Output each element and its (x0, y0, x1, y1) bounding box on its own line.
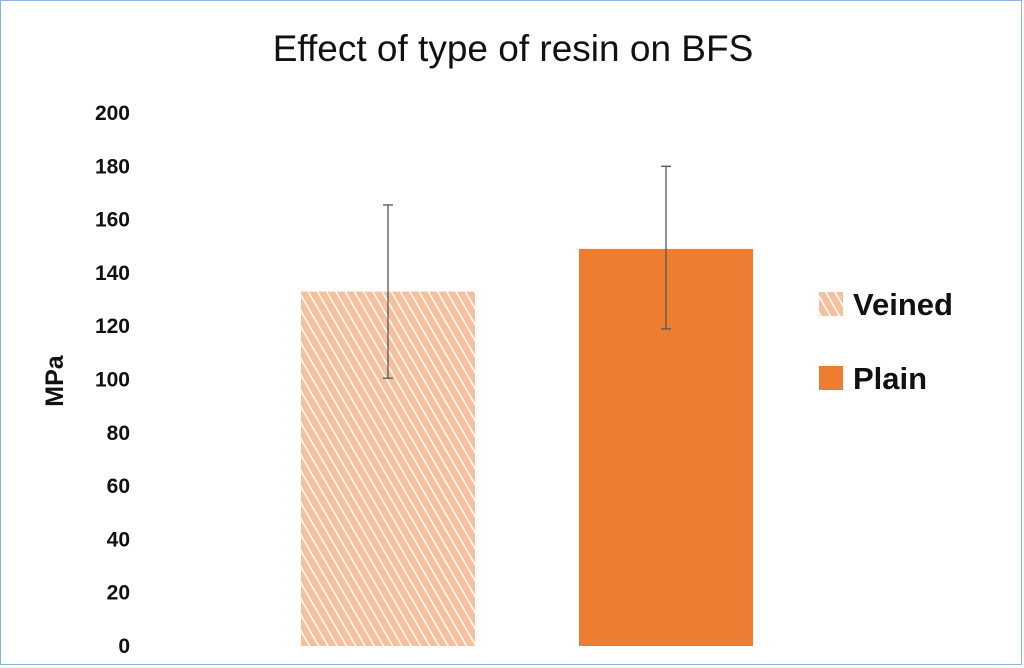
legend-label: Veined (853, 287, 953, 322)
legend-swatch (819, 292, 843, 316)
y-tick-label: 200 (95, 102, 130, 125)
y-tick-label: 40 (107, 528, 130, 551)
legend-swatch (819, 366, 843, 390)
y-tick-label: 80 (107, 422, 130, 445)
error-bar-veined (383, 204, 393, 379)
y-tick-label: 60 (107, 475, 130, 498)
chart-title: Effect of type of resin on BFS (273, 28, 754, 69)
y-tick-label: 20 (107, 582, 130, 605)
legend: Veined Plain (819, 287, 953, 396)
error-bar-plain (661, 165, 671, 330)
y-axis-ticks: 0 20 40 60 80 100 120 140 160 180 200 (95, 102, 130, 658)
y-tick-label: 160 (95, 209, 130, 232)
legend-label: Plain (853, 361, 927, 396)
legend-item-plain: Plain (819, 361, 927, 396)
y-tick-label: 120 (95, 315, 130, 338)
y-axis-label: MPa (41, 354, 69, 407)
y-tick-label: 140 (95, 262, 130, 285)
y-tick-label: 0 (118, 635, 130, 658)
legend-item-veined: Veined (819, 287, 953, 322)
y-tick-label: 180 (95, 155, 130, 178)
bars (301, 165, 753, 647)
y-tick-label: 100 (95, 369, 130, 392)
